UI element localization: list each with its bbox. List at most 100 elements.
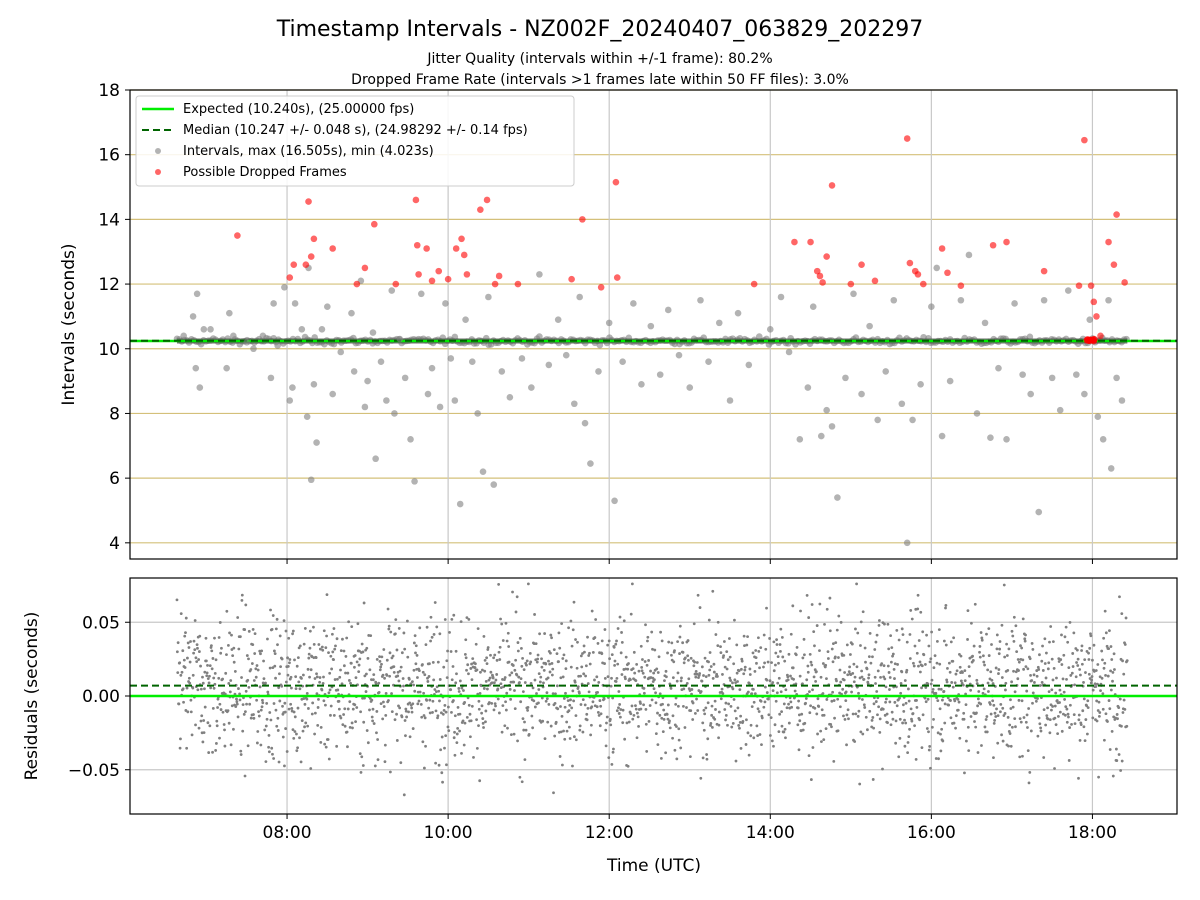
residual-point (436, 714, 440, 718)
residual-point (1070, 671, 1074, 675)
residual-point (540, 665, 544, 669)
residual-point (186, 656, 189, 660)
residual-point (494, 704, 497, 708)
residual-point (239, 753, 243, 756)
residual-point (269, 608, 272, 612)
interval-point (468, 358, 476, 365)
residual-point (191, 673, 195, 677)
residual-point (467, 703, 471, 707)
residual-point (739, 714, 743, 718)
residual-point (549, 633, 553, 637)
residual-point (1018, 717, 1022, 721)
residual-point (855, 582, 858, 586)
residual-point (934, 691, 938, 695)
residual-point (522, 728, 526, 732)
residual-point (731, 681, 734, 685)
residual-point (1019, 644, 1022, 648)
residual-point (981, 654, 985, 658)
residual-point (433, 688, 437, 691)
residual-point (993, 719, 997, 722)
residual-point (556, 707, 560, 711)
residual-point (413, 634, 417, 638)
residual-point (1051, 678, 1055, 682)
legend-dropped-label: Possible Dropped Frames (183, 165, 347, 180)
residual-point (1084, 718, 1088, 721)
residual-point (1036, 665, 1040, 669)
interval-point (490, 481, 498, 488)
residual-point (412, 668, 416, 672)
residual-point (1048, 718, 1052, 722)
residual-point (332, 713, 336, 717)
residual-point (583, 703, 587, 707)
residual-point (699, 776, 703, 780)
residual-point (1095, 719, 1099, 723)
interval-point (348, 309, 355, 317)
residual-point (1125, 724, 1129, 728)
residual-point (229, 743, 233, 747)
residual-point (382, 700, 385, 704)
residual-point (998, 640, 1002, 643)
interval-point (804, 384, 812, 391)
residual-point (736, 706, 740, 710)
residual-point (953, 681, 957, 685)
residual-point (842, 678, 846, 682)
residual-point (459, 620, 463, 624)
residual-point (413, 689, 417, 693)
interval-point (281, 284, 288, 291)
residual-point (551, 667, 555, 671)
residual-point (183, 666, 187, 669)
dropped-frame-point (568, 275, 575, 283)
dropped-frame-point (938, 245, 946, 252)
residual-point (792, 677, 795, 681)
residual-point (411, 702, 415, 706)
residual-point (340, 682, 344, 686)
residual-point (646, 635, 650, 639)
residual-point (539, 675, 543, 679)
residual-point (729, 704, 733, 708)
residual-point (1057, 660, 1061, 663)
residual-point (313, 711, 317, 715)
residual-point (836, 697, 840, 701)
residual-point (482, 635, 486, 638)
residual-point (1118, 697, 1122, 701)
dropped-frame-point (903, 135, 911, 142)
residual-point (260, 649, 264, 653)
residual-point (272, 702, 276, 705)
residual-point (848, 665, 852, 669)
residual-point (706, 737, 710, 741)
residual-point (725, 667, 729, 671)
residual-point (975, 678, 979, 682)
residual-point (855, 665, 859, 669)
interval-point (313, 439, 320, 446)
residual-point (261, 698, 264, 702)
residual-point (702, 674, 705, 677)
residual-point (618, 615, 622, 619)
residual-point (1056, 714, 1060, 718)
residual-point (383, 676, 386, 680)
residual-point (887, 647, 891, 651)
residual-point (781, 655, 785, 659)
residual-point (266, 637, 269, 641)
residual-point (569, 619, 573, 623)
residual-point (365, 646, 369, 650)
residuals-y-tick-label: 0.00 (82, 687, 120, 707)
residual-point (1014, 725, 1017, 729)
residual-point (949, 640, 953, 644)
residual-point (712, 670, 716, 674)
residual-point (682, 661, 686, 665)
residual-point (920, 664, 924, 668)
residual-point (580, 665, 584, 669)
residual-point (383, 743, 387, 747)
residual-point (868, 709, 872, 713)
residual-point (564, 667, 568, 671)
residual-point (434, 690, 438, 694)
residual-point (272, 757, 276, 760)
residual-point (771, 681, 775, 684)
residual-point (303, 627, 307, 630)
residual-point (365, 729, 369, 732)
residual-point (333, 678, 337, 681)
residual-point (748, 667, 752, 671)
dropped-frame-point (1093, 313, 1100, 320)
residual-point (1026, 726, 1029, 729)
residual-point (563, 705, 567, 709)
